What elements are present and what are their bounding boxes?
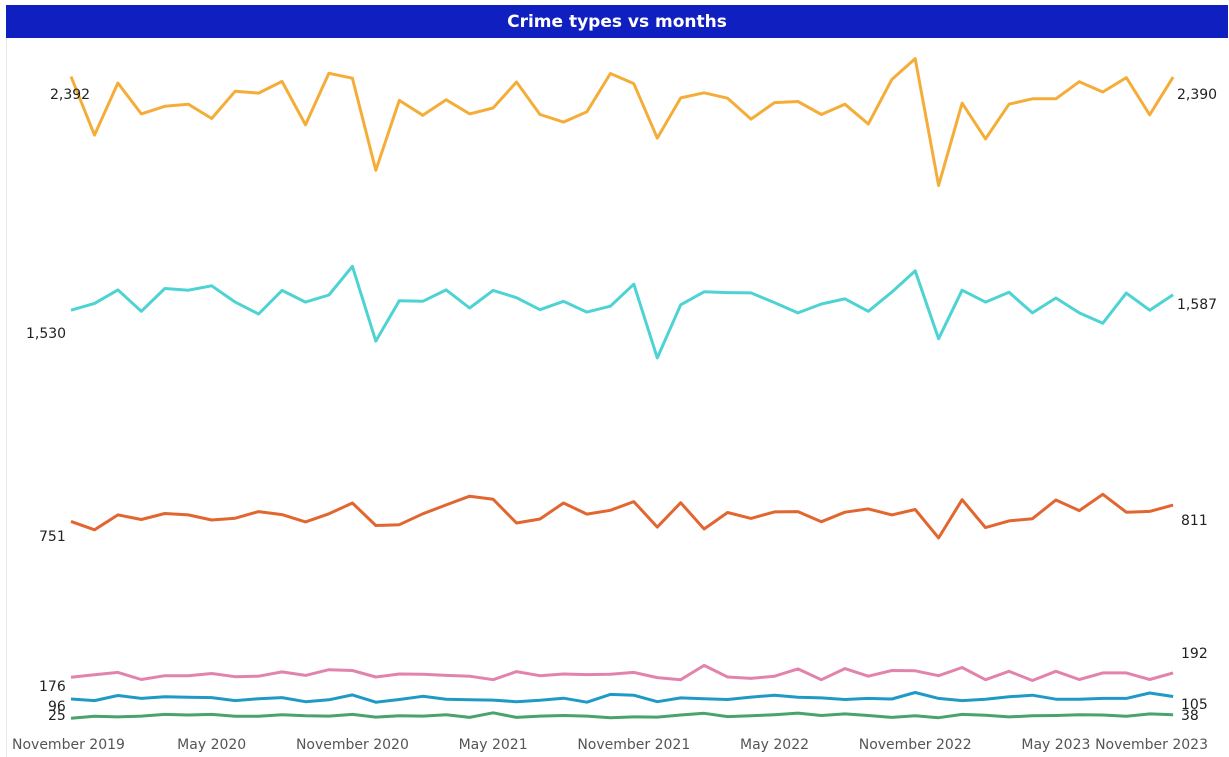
x-tick-label: November 2019 [12,737,125,753]
series-end-label-1: 1,587 [1177,297,1217,313]
series-end-label-3: 192 [1181,646,1208,662]
x-tick-label: November 2020 [296,737,409,753]
series-line-4 [70,691,1174,704]
series-end-label-2: 811 [1181,513,1208,529]
series-start-label-4: 96 [48,699,66,715]
series-start-label-5: 25 [48,708,66,724]
series-line-5 [70,711,1174,720]
x-tick-label: May 2021 [459,737,528,753]
series-start-label-1: 1,530 [26,326,66,342]
series-end-label-5: 38 [1181,708,1199,724]
plot-area [6,38,1229,757]
chart-title: Crime types vs months [6,5,1228,38]
x-tick-label: May 2020 [177,737,246,753]
series-start-label-2: 751 [39,529,66,545]
x-tick-label: November 2023 [1095,737,1208,753]
series-line-3 [70,663,1174,682]
x-tick-label: May 2022 [740,737,809,753]
series-line-1 [70,264,1174,360]
series-start-label-0: 2,392 [50,87,90,103]
series-start-label-3: 176 [39,679,66,695]
series-end-label-4: 105 [1181,697,1208,713]
series-line-2 [70,492,1174,540]
x-tick-label: November 2022 [859,737,972,753]
series-end-label-0: 2,390 [1177,87,1217,103]
series-line-0 [69,57,1175,187]
x-tick-label: May 2023 [1021,737,1090,753]
x-tick-label: November 2021 [577,737,690,753]
